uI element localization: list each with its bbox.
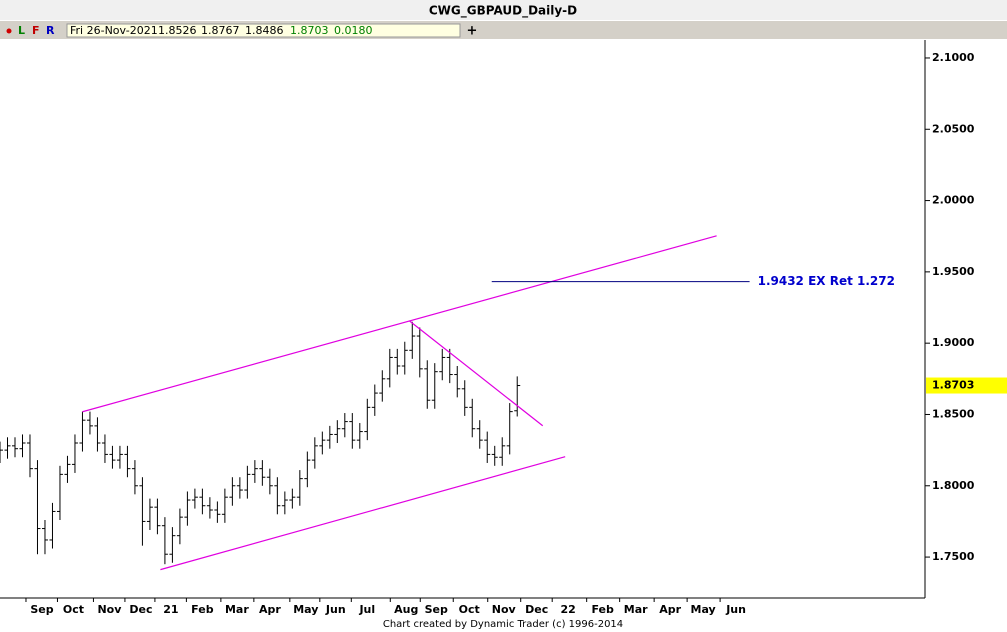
info-open: 1.8526	[158, 24, 197, 37]
status-dot	[6, 28, 12, 34]
x-tick-label: 21	[163, 603, 178, 616]
x-tick-label: Apr	[259, 603, 281, 616]
trendline	[82, 235, 717, 413]
footer: Chart created by Dynamic Trader (c) 1996…	[383, 619, 623, 630]
toolbar-button[interactable]: F	[32, 24, 40, 37]
level-label: 1.9432 EX Ret 1.272	[758, 274, 895, 288]
last-price-box	[926, 377, 1007, 394]
x-tick-label: Jun	[725, 603, 746, 616]
info-high: 1.8767	[201, 24, 240, 37]
toolbar-button[interactable]: L	[18, 24, 25, 37]
x-tick-label: Nov	[97, 603, 122, 616]
x-tick-label: May	[691, 603, 716, 616]
x-tick-label: Nov	[492, 603, 517, 616]
x-tick-label: Apr	[659, 603, 681, 616]
info-close: 1.8703	[290, 24, 329, 37]
x-tick-label: May	[293, 603, 318, 616]
y-tick-label: 1.8500	[932, 407, 975, 420]
x-tick-label: Dec	[129, 603, 152, 616]
toolbar-button[interactable]: R	[46, 24, 55, 37]
x-tick-label: Jul	[358, 603, 375, 616]
info-change: 0.0180	[334, 24, 373, 37]
x-tick-label: Sep	[425, 603, 448, 616]
y-tick-label: 2.1000	[932, 51, 975, 64]
title-bar	[0, 0, 1007, 20]
y-tick-label: 1.8000	[932, 479, 975, 492]
x-tick-label: Mar	[624, 603, 648, 616]
y-tick-label: 1.7500	[932, 550, 975, 563]
add-button[interactable]: +	[467, 24, 478, 39]
last-price-label: 1.8703	[932, 379, 974, 392]
trendline	[160, 456, 566, 571]
x-tick-label: Feb	[591, 603, 614, 616]
x-tick-label: Oct	[63, 603, 84, 616]
y-tick-label: 1.9500	[932, 265, 975, 278]
trendline	[408, 320, 544, 427]
x-tick-label: Mar	[225, 603, 249, 616]
x-tick-label: Jun	[325, 603, 346, 616]
x-tick-label: Aug	[394, 603, 418, 616]
x-tick-label: Oct	[459, 603, 480, 616]
y-tick-label: 1.9000	[932, 336, 975, 349]
x-tick-label: 22	[561, 603, 576, 616]
y-tick-label: 2.0000	[932, 194, 975, 207]
info-box	[66, 23, 461, 38]
chart-title: CWG_GBPAUD_Daily-D	[429, 4, 577, 19]
x-tick-label: Dec	[525, 603, 548, 616]
x-tick-label: Sep	[30, 603, 53, 616]
info-date: Fri 26-Nov-2021	[70, 24, 158, 37]
x-tick-label: Feb	[191, 603, 214, 616]
y-tick-label: 2.0500	[932, 122, 975, 135]
info-low: 1.8486	[245, 24, 284, 37]
